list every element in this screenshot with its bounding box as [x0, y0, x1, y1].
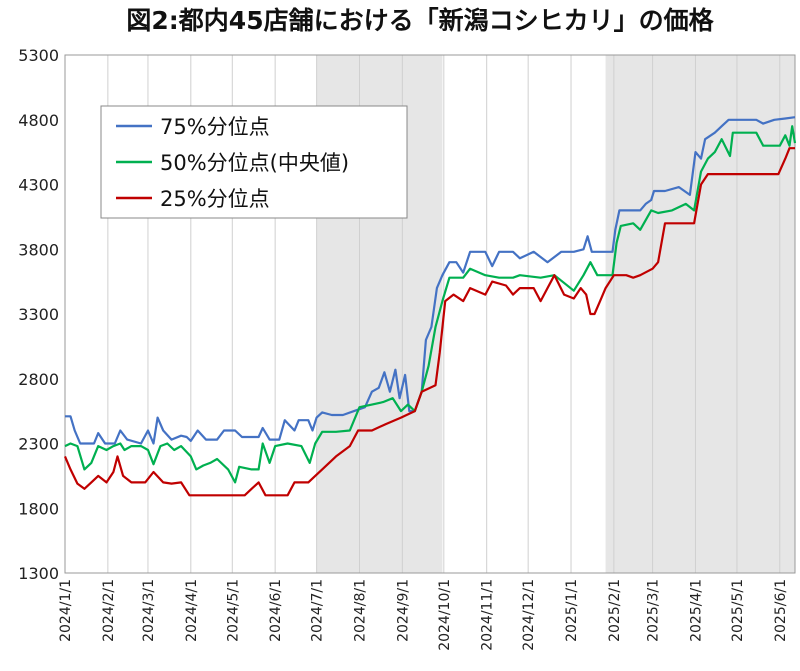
chart-title: 図2:都内45店舗における「新潟コシヒカリ」の価格: [126, 6, 714, 35]
series-line-0: [65, 116, 796, 445]
x-tick-label: 2025/3/1: [646, 579, 662, 642]
series-line-2: [63, 147, 795, 497]
series-line-1: [64, 125, 797, 484]
x-tick-label: 2024/11/1: [480, 579, 496, 651]
y-tick-label: 2800: [18, 370, 59, 389]
legend: 75%分位点 50%分位点(中央値) 25%分位点: [100, 105, 408, 219]
y-tick-label: 5300: [18, 46, 59, 65]
x-tick-label: 2025/6/1: [773, 579, 789, 642]
x-tick-label: 2024/12/1: [521, 579, 537, 651]
x-tick-label: 2024/9/1: [395, 579, 411, 642]
x-tick-label: 2024/2/1: [101, 579, 117, 642]
x-tick-label: 2024/4/1: [184, 579, 200, 642]
x-tick-label: 2024/6/1: [268, 579, 284, 642]
y-tick-label: 1300: [18, 564, 59, 583]
y-tick-label: 4800: [18, 111, 59, 130]
y-tick-label: 3800: [18, 240, 59, 259]
x-axis-ticks: 2024/1/1 2024/2/1 2024/3/1 2024/4/1 2024/5/1…: [58, 579, 789, 651]
x-tick-label: 2024/5/1: [225, 579, 241, 642]
x-tick-label: 2025/5/1: [730, 579, 746, 642]
y-tick-label: 3300: [18, 305, 59, 324]
legend-label-50: 50%分位点(中央値): [160, 151, 349, 175]
series-lines: [63, 116, 797, 497]
x-tick-label: 2024/7/1: [310, 579, 326, 642]
x-tick-label: 2025/4/1: [688, 579, 704, 642]
x-tick-label: 2024/8/1: [352, 579, 368, 642]
x-tick-label: 2025/1/1: [564, 579, 580, 642]
y-tick-label: 4300: [18, 176, 59, 195]
plot-area-frame: [64, 54, 796, 574]
y-axis-ticks: 1300 1800 2300 2800 3300 3800 4300 4800 5300: [18, 46, 59, 583]
x-tick-label: 2025/2/1: [607, 579, 623, 642]
legend-label-25: 25%分位点: [160, 187, 270, 211]
legend-label-75: 75%分位点: [160, 115, 270, 139]
y-tick-label: 1800: [18, 499, 59, 518]
y-tick-label: 2300: [18, 435, 59, 454]
shaded-period-1: [605, 55, 795, 573]
x-tick-label: 2024/3/1: [141, 579, 157, 642]
x-tick-label: 2024/10/1: [437, 579, 453, 651]
x-tick-label: 2024/1/1: [58, 579, 74, 642]
